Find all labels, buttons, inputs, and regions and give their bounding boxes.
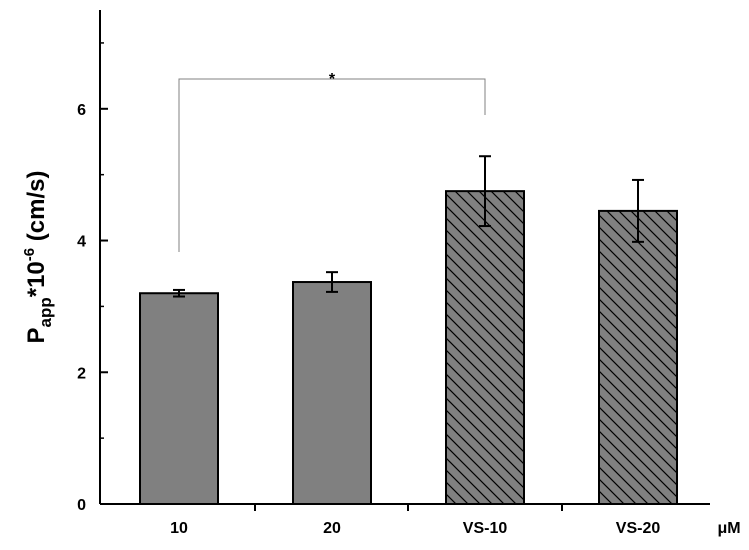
x-tick-label: 20 xyxy=(323,520,341,537)
bar-20 xyxy=(292,281,372,505)
x-tick-label: 10 xyxy=(170,520,188,537)
x-axis-unit: μM xyxy=(717,520,740,537)
error-bar-vs-10 xyxy=(479,155,491,228)
y-tick-label: 4 xyxy=(77,234,86,251)
y-tick-label: 6 xyxy=(77,102,86,119)
error-bar-20 xyxy=(326,271,338,293)
error-bar-vs-20 xyxy=(632,178,644,243)
bar-vs-20 xyxy=(598,209,678,505)
error-bars-layer xyxy=(173,155,644,298)
y-tick-label: 2 xyxy=(77,365,86,382)
labels-layer: 0 2 4 6 10 20 VS-10 VS-20 μM Papp*10-6 (cm/s) xyxy=(21,102,741,537)
significance-bracket xyxy=(178,78,486,252)
y-tick-label: 0 xyxy=(77,497,86,514)
error-bar-10 xyxy=(173,288,185,298)
bar-vs-10 xyxy=(445,190,525,505)
x-tick-label: VS-20 xyxy=(616,520,661,537)
y-axis-title: Papp*10-6 (cm/s) xyxy=(21,171,55,344)
bar-10 xyxy=(139,292,219,505)
significance-marker: * xyxy=(329,71,336,88)
x-tick-label: VS-10 xyxy=(463,520,508,537)
axes-layer xyxy=(99,10,710,511)
bars-layer xyxy=(139,190,678,505)
significance-layer: * xyxy=(178,71,486,252)
